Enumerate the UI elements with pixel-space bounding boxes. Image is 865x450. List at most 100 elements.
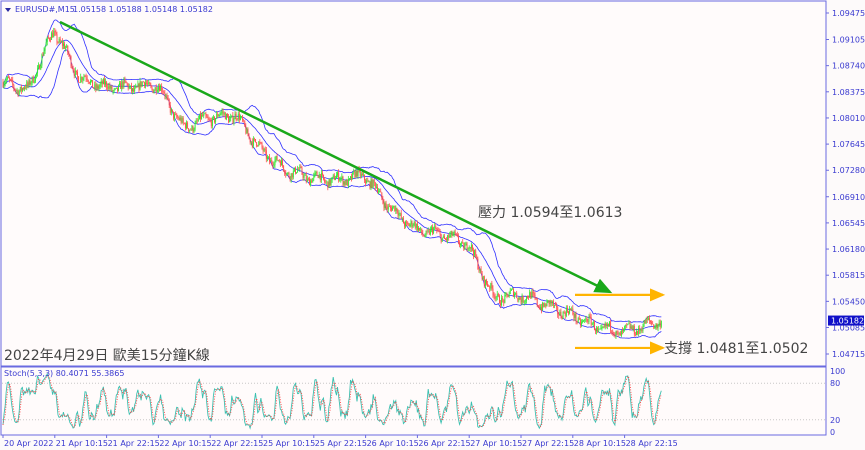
candle <box>569 305 571 315</box>
candle-body <box>449 234 451 238</box>
candle <box>490 282 492 291</box>
candle-body <box>346 180 348 186</box>
candle-body <box>632 326 634 330</box>
candle-body <box>318 174 320 178</box>
candle-body <box>121 81 123 89</box>
candle <box>269 154 271 165</box>
stoch-tick-label: 20 <box>830 416 840 425</box>
candle <box>523 300 525 306</box>
candle <box>113 87 115 94</box>
candle-body <box>219 113 221 116</box>
candle-body <box>30 82 32 85</box>
candle <box>436 227 438 234</box>
candle-body <box>194 123 196 130</box>
candle <box>286 172 288 177</box>
candle-body <box>244 120 246 127</box>
candle-body <box>627 323 629 325</box>
candle <box>131 82 132 94</box>
candle-body <box>246 129 248 134</box>
candle <box>337 171 339 178</box>
candle-body <box>533 293 535 296</box>
candle-body <box>51 33 53 40</box>
candle <box>658 319 660 327</box>
candle-body <box>7 76 9 79</box>
candle <box>313 172 315 182</box>
candle <box>637 330 639 336</box>
candle <box>333 173 335 181</box>
candle <box>13 83 15 92</box>
candle-body <box>142 81 144 83</box>
candle <box>248 133 250 140</box>
candle-body <box>579 319 581 325</box>
candle <box>227 113 228 118</box>
collapse-triangle-icon[interactable] <box>5 8 11 12</box>
candle <box>507 294 509 298</box>
candle-body <box>119 83 121 86</box>
candle-body <box>616 331 618 334</box>
candle <box>125 80 127 84</box>
candle <box>645 317 647 324</box>
candle <box>140 81 142 88</box>
candle-body <box>320 173 322 181</box>
candle-body <box>379 191 381 192</box>
candle <box>532 288 534 297</box>
candle <box>370 177 372 191</box>
candle-body <box>337 172 339 176</box>
candle <box>492 285 494 298</box>
candle-body <box>394 205 396 212</box>
candle-body <box>16 90 18 92</box>
candle <box>251 138 253 149</box>
candle-body <box>47 37 49 39</box>
candle-body <box>88 81 90 84</box>
candle <box>59 36 61 44</box>
candle <box>528 295 530 301</box>
candle <box>447 234 449 244</box>
candle <box>51 31 53 41</box>
candle-body <box>313 174 315 179</box>
candle-body <box>46 37 48 42</box>
candle <box>411 220 413 230</box>
main-chart-pane[interactable] <box>0 0 827 367</box>
candle-body <box>650 320 651 323</box>
candle <box>414 220 416 230</box>
candle-body <box>163 91 165 94</box>
candle-body <box>342 176 344 185</box>
candle-body <box>125 80 127 83</box>
candle <box>273 161 275 168</box>
candle-body <box>297 169 299 173</box>
candle-body <box>368 181 370 183</box>
candle <box>606 322 608 330</box>
candle <box>88 81 90 85</box>
time-tick-label: 20 Apr 2022 <box>4 439 53 448</box>
candle-body <box>602 326 604 328</box>
candle-body <box>268 156 269 158</box>
candle <box>292 168 294 180</box>
candle <box>505 291 507 297</box>
trendline-arrow[interactable] <box>59 20 613 294</box>
candle <box>605 322 607 329</box>
candle <box>167 95 169 101</box>
candle-body <box>67 45 69 53</box>
candle <box>127 83 129 91</box>
candle-body <box>74 70 76 76</box>
candle <box>509 287 511 295</box>
candle-body <box>489 286 491 289</box>
candle <box>214 116 216 124</box>
candle <box>247 127 249 137</box>
price-tick-label: 1.07280 <box>832 166 865 175</box>
candle <box>136 86 138 88</box>
candle <box>458 233 459 245</box>
candle <box>66 44 68 49</box>
candle <box>371 177 373 189</box>
candle <box>194 120 196 132</box>
candle <box>219 112 221 118</box>
candle <box>421 228 423 236</box>
candle-body <box>289 176 291 180</box>
candle-body <box>370 179 372 188</box>
candle-body <box>25 87 27 89</box>
candle-body <box>529 292 531 298</box>
candle-body <box>158 87 159 90</box>
candle <box>386 204 388 213</box>
candle-body <box>524 300 526 302</box>
candle <box>149 81 151 86</box>
